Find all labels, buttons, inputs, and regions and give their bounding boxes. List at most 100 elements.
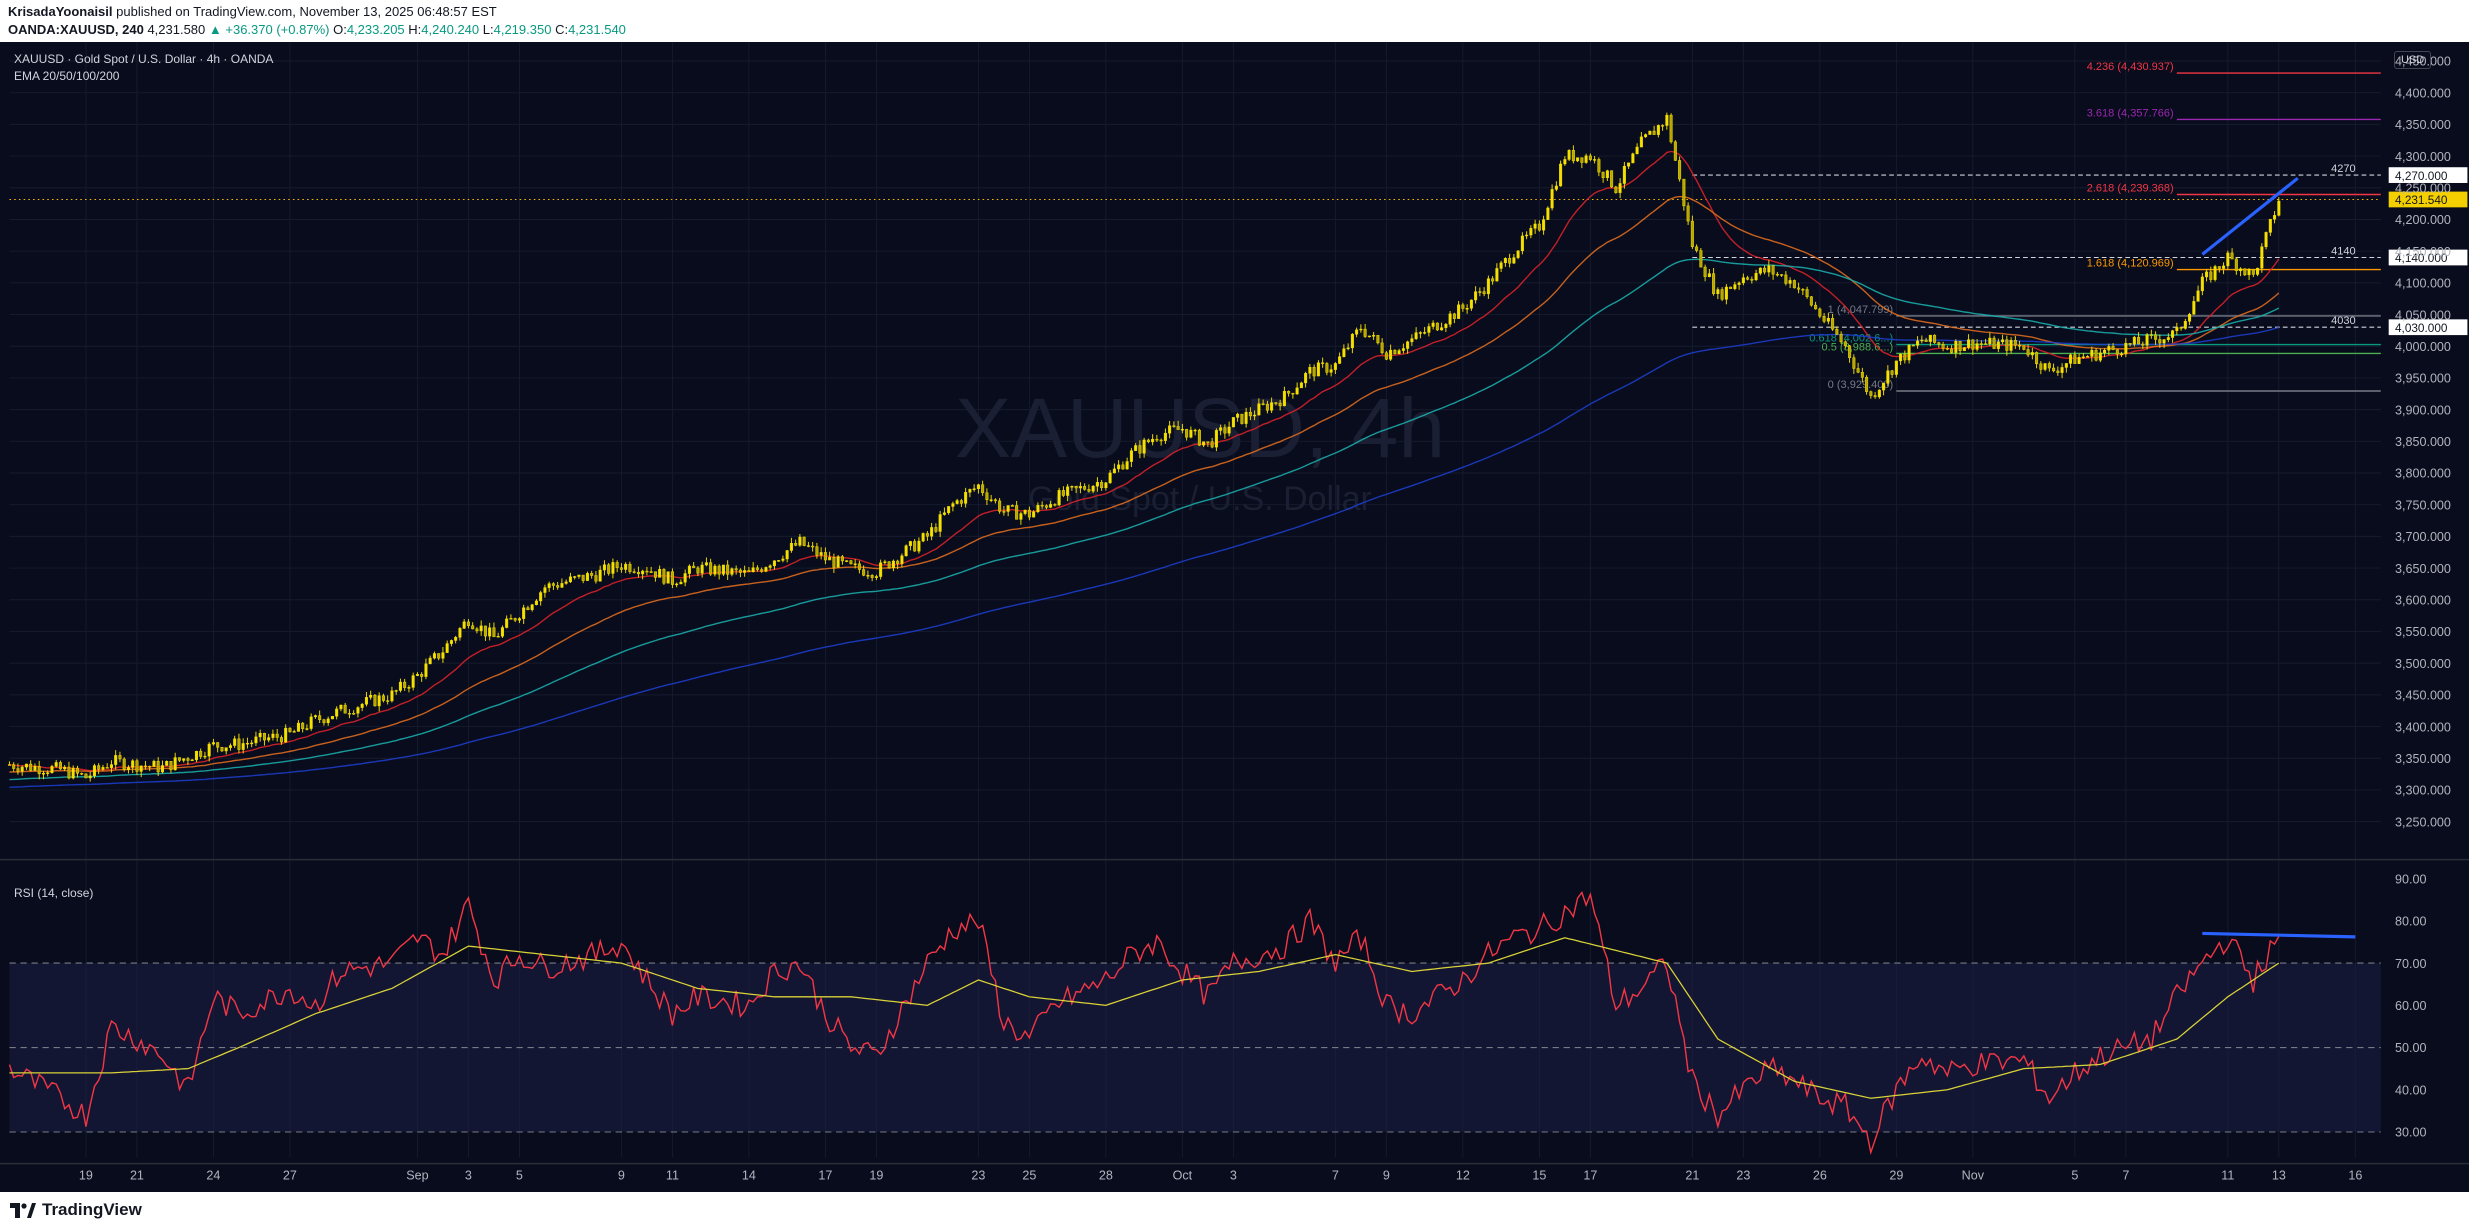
candle-body bbox=[2149, 334, 2153, 336]
candle-body bbox=[2166, 337, 2170, 340]
candle-body bbox=[530, 604, 534, 610]
price-tick-label: 4,150.000 bbox=[2395, 245, 2451, 259]
price-change: ▲ +36.370 (+0.87%) bbox=[208, 22, 330, 37]
candle-body bbox=[432, 653, 436, 659]
candle-body bbox=[798, 536, 802, 546]
candle-body bbox=[1299, 382, 1303, 389]
candle-body bbox=[1010, 505, 1014, 507]
candle-body bbox=[1206, 441, 1210, 443]
candle-body bbox=[2013, 340, 2017, 346]
currency-button[interactable]: USD bbox=[2394, 51, 2432, 69]
candle-body bbox=[483, 625, 487, 637]
plot-root: XAUUSD, 4h Gold Spot / U.S. Dollar 4.236… bbox=[0, 42, 2469, 1182]
candle-body bbox=[1678, 160, 1682, 180]
candle-body bbox=[615, 562, 619, 568]
candle-body bbox=[309, 716, 313, 729]
candle-body bbox=[322, 719, 326, 724]
candle-body bbox=[1397, 350, 1401, 355]
candle-body bbox=[369, 694, 373, 698]
candle-body bbox=[1601, 171, 1605, 178]
candle-body bbox=[1720, 289, 1724, 300]
ohlc-low-label: L: bbox=[482, 22, 494, 37]
candle-body bbox=[1032, 511, 1036, 518]
candle-body bbox=[900, 555, 904, 564]
ema-legend[interactable]: EMA 20/50/100/200 bbox=[14, 69, 120, 83]
candle-body bbox=[20, 766, 24, 772]
time-tick-label: Sep bbox=[406, 1168, 428, 1182]
candle-body bbox=[84, 773, 88, 779]
candle-body bbox=[2056, 370, 2060, 373]
candle-body bbox=[2175, 327, 2179, 331]
rsi-tick-label: 60.00 bbox=[2395, 999, 2426, 1013]
candle-body bbox=[1406, 341, 1410, 349]
candle-body bbox=[199, 750, 203, 757]
price-tick-label: 4,200.000 bbox=[2395, 213, 2451, 227]
chart-title[interactable]: XAUUSD · Gold Spot / U.S. Dollar · 4h · … bbox=[14, 52, 274, 66]
candle-body bbox=[1053, 504, 1057, 506]
symbol-quote: OANDA:XAUUSD, 240 4,231.580 ▲ +36.370 (+… bbox=[8, 22, 626, 37]
candle-body bbox=[1690, 220, 1694, 248]
candle-body bbox=[1440, 327, 1444, 331]
candle-body bbox=[874, 576, 878, 578]
candle-body bbox=[1516, 250, 1520, 258]
candle-body bbox=[454, 637, 458, 641]
price-tag bbox=[2388, 167, 2468, 183]
candle-body bbox=[1257, 403, 1261, 416]
candle-body bbox=[2256, 267, 2260, 275]
candle-body bbox=[1499, 262, 1503, 269]
candle-body bbox=[505, 618, 509, 628]
candle-body bbox=[1673, 141, 1677, 161]
candle-body bbox=[1503, 258, 1507, 264]
ohlc-open-label: O: bbox=[333, 22, 347, 37]
rsi-legend[interactable]: RSI (14, close) bbox=[14, 886, 94, 900]
time-tick-label: 17 bbox=[818, 1168, 832, 1182]
candle-body bbox=[1138, 445, 1142, 454]
candle-body bbox=[479, 625, 483, 632]
price-tick-label: 4,100.000 bbox=[2395, 277, 2451, 291]
chart-area[interactable]: XAUUSD, 4h Gold Spot / U.S. Dollar 4.236… bbox=[0, 42, 2469, 1192]
time-tick-label: 24 bbox=[206, 1168, 220, 1182]
candle-body bbox=[700, 564, 704, 574]
tradingview-logo[interactable]: TradingView bbox=[10, 1200, 142, 1220]
candle-body bbox=[1992, 337, 1996, 349]
candle-body bbox=[301, 722, 305, 729]
candle-body bbox=[437, 653, 441, 659]
candle-body bbox=[2090, 349, 2094, 357]
author-name[interactable]: KrisadaYoonaisil bbox=[8, 4, 113, 19]
candle-body bbox=[1639, 136, 1643, 148]
candle-body bbox=[1491, 278, 1495, 282]
candle-body bbox=[713, 565, 717, 575]
candle-body bbox=[1270, 402, 1274, 411]
candle-body bbox=[360, 703, 364, 708]
candle-body bbox=[1559, 163, 1563, 187]
time-tick-label: 17 bbox=[1583, 1168, 1597, 1182]
candle-body bbox=[2239, 268, 2243, 272]
candle-body bbox=[1125, 461, 1129, 470]
candle-body bbox=[1389, 349, 1393, 360]
candle-body bbox=[1172, 425, 1176, 427]
candle-body bbox=[1737, 282, 1741, 285]
candle-body bbox=[921, 533, 925, 542]
candle-body bbox=[2209, 271, 2213, 280]
candle-body bbox=[781, 558, 785, 561]
candle-body bbox=[2111, 346, 2115, 350]
candle-body bbox=[1809, 296, 1813, 306]
chart-canvas[interactable]: XAUUSD, 4h Gold Spot / U.S. Dollar 4.236… bbox=[0, 42, 2469, 1192]
candle-body bbox=[845, 560, 849, 562]
time-tick-label: Oct bbox=[1173, 1168, 1193, 1182]
candle-body bbox=[245, 742, 249, 745]
candle-body bbox=[2183, 321, 2187, 329]
candle-body bbox=[517, 618, 521, 621]
time-tick-label: 9 bbox=[1383, 1168, 1390, 1182]
candle-body bbox=[2217, 266, 2221, 269]
candle-body bbox=[50, 766, 54, 773]
rsi-tick-label: 90.00 bbox=[2395, 872, 2426, 886]
candle-body bbox=[2145, 334, 2149, 346]
candle-body bbox=[1945, 348, 1949, 350]
candle-body bbox=[1435, 322, 1439, 331]
candle-body bbox=[250, 742, 254, 745]
candle-body bbox=[352, 713, 356, 715]
candle-body bbox=[2103, 349, 2107, 354]
candle-body bbox=[1644, 134, 1648, 138]
candle-body bbox=[2081, 356, 2085, 359]
